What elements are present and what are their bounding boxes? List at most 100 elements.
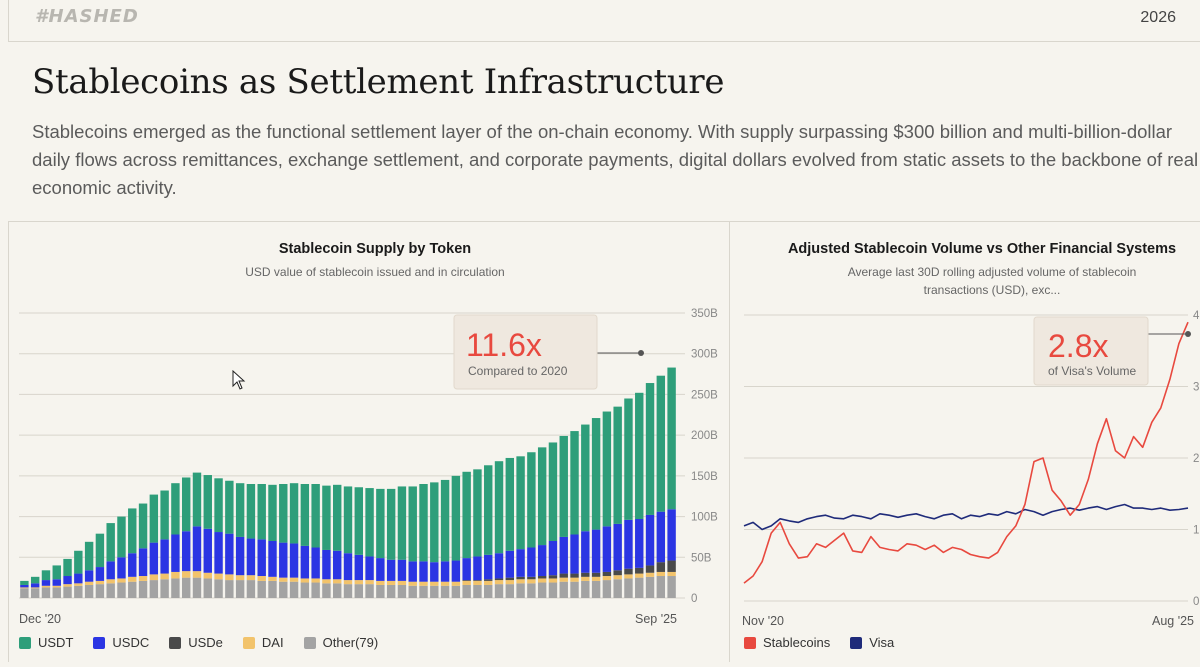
bar-segment-usdt[interactable] — [613, 406, 622, 524]
bar-segment-other[interactable] — [149, 580, 159, 598]
bar-segment-dai[interactable] — [473, 580, 482, 585]
bar-segment-usdc[interactable] — [624, 519, 633, 569]
bar-segment-dai[interactable] — [537, 578, 547, 583]
bar-segment-usdc[interactable] — [516, 549, 525, 577]
bar-segment-dai[interactable] — [516, 579, 525, 584]
bar-segment-other[interactable] — [494, 584, 504, 598]
bar-segment-other[interactable] — [84, 584, 94, 598]
bar-segment-usdt[interactable] — [311, 484, 320, 548]
bar-segment-usdc[interactable] — [117, 557, 126, 579]
bar-segment-other[interactable] — [128, 581, 137, 598]
bar-segment-dai[interactable] — [484, 580, 493, 585]
bar-segment-usdc[interactable] — [645, 514, 655, 566]
bar-segment-usdt[interactable] — [505, 457, 515, 551]
bar-segment-usdc[interactable] — [613, 523, 622, 571]
bar-segment-usdc[interactable] — [160, 539, 169, 574]
bar-segment-usdt[interactable] — [128, 508, 137, 554]
bar-segment-other[interactable] — [235, 580, 245, 598]
bar-segment-other[interactable] — [225, 580, 234, 598]
bar-segment-usdt[interactable] — [451, 475, 461, 561]
bar-segment-other[interactable] — [160, 579, 169, 598]
bar-segment-usdt[interactable] — [246, 484, 256, 539]
bar-segment-dai[interactable] — [20, 587, 29, 589]
bar-segment-usde[interactable] — [570, 573, 579, 578]
bar-segment-other[interactable] — [192, 577, 202, 598]
bar-segment-usdt[interactable] — [462, 471, 471, 559]
bar-segment-usdc[interactable] — [246, 538, 256, 576]
bar-segment-usdt[interactable] — [581, 424, 590, 532]
bar-segment-usdc[interactable] — [257, 539, 266, 577]
bar-segment-usdt[interactable] — [667, 367, 676, 510]
bar-segment-usdt[interactable] — [41, 570, 51, 581]
bar-segment-usdt[interactable] — [397, 486, 407, 560]
bar-segment-usdt[interactable] — [322, 485, 331, 550]
bar-segment-dai[interactable] — [279, 577, 288, 582]
bar-segment-usde[interactable] — [624, 568, 633, 575]
bar-segment-usde[interactable] — [602, 571, 612, 577]
bar-segment-usdt[interactable] — [440, 479, 450, 562]
bar-segment-dai[interactable] — [225, 574, 234, 581]
bar-segment-dai[interactable] — [192, 571, 202, 578]
bar-segment-other[interactable] — [581, 580, 590, 598]
bar-segment-usde[interactable] — [462, 580, 471, 581]
bar-segment-usdt[interactable] — [279, 484, 288, 543]
bar-segment-other[interactable] — [613, 579, 622, 598]
bar-segment-usdc[interactable] — [41, 580, 51, 586]
bar-segment-other[interactable] — [527, 583, 536, 598]
bar-segment-other[interactable] — [570, 581, 579, 598]
bar-segment-other[interactable] — [52, 587, 61, 598]
bar-segment-usdt[interactable] — [63, 558, 72, 577]
bar-segment-usdt[interactable] — [214, 478, 223, 533]
bar-segment-other[interactable] — [451, 585, 461, 598]
bar-segment-other[interactable] — [656, 576, 666, 598]
bar-segment-dai[interactable] — [494, 580, 504, 585]
bar-segment-usdc[interactable] — [322, 549, 331, 580]
bar-segment-usdc[interactable] — [20, 584, 29, 588]
bar-segment-other[interactable] — [289, 581, 299, 598]
bar-segment-dai[interactable] — [354, 580, 363, 585]
bar-segment-usdc[interactable] — [333, 550, 342, 580]
bar-segment-other[interactable] — [181, 577, 191, 598]
bar-segment-usdc[interactable] — [386, 559, 396, 581]
bar-segment-usde[interactable] — [581, 572, 590, 577]
bar-segment-usdc[interactable] — [559, 536, 568, 574]
bar-segment-usdc[interactable] — [311, 547, 320, 579]
bar-segment-usdc[interactable] — [106, 561, 115, 580]
bar-segment-dai[interactable] — [203, 572, 212, 579]
bar-segment-usdc[interactable] — [494, 553, 504, 579]
bar-segment-usde[interactable] — [635, 567, 644, 574]
bar-segment-dai[interactable] — [408, 581, 417, 586]
bar-segment-dai[interactable] — [591, 576, 601, 581]
bar-segment-dai[interactable] — [624, 574, 633, 579]
bar-segment-usdt[interactable] — [386, 488, 396, 560]
bar-segment-usdt[interactable] — [138, 503, 148, 549]
bar-segment-dai[interactable] — [63, 584, 72, 587]
bar-segment-usdc[interactable] — [462, 558, 471, 581]
bar-segment-usdt[interactable] — [289, 483, 299, 544]
bar-segment-other[interactable] — [74, 585, 83, 598]
bar-segment-usdc[interactable] — [343, 553, 353, 581]
bar-segment-other[interactable] — [397, 584, 407, 598]
bar-segment-dai[interactable] — [462, 580, 471, 585]
bar-segment-dai[interactable] — [300, 578, 310, 583]
bar-segment-usdt[interactable] — [365, 488, 374, 557]
bar-segment-dai[interactable] — [419, 581, 428, 586]
bar-segment-other[interactable] — [635, 577, 644, 598]
bar-segment-usdt[interactable] — [181, 477, 191, 532]
bar-segment-usdt[interactable] — [559, 435, 568, 537]
bar-segment-usdc[interactable] — [537, 545, 547, 577]
bar-segment-usde[interactable] — [548, 575, 558, 579]
bar-segment-dai[interactable] — [559, 577, 568, 582]
bar-segment-usdt[interactable] — [376, 488, 385, 559]
bar-segment-usdt[interactable] — [225, 480, 234, 534]
bar-segment-usdc[interactable] — [365, 556, 374, 581]
bar-segment-usdt[interactable] — [333, 484, 342, 551]
bar-segment-usdt[interactable] — [343, 486, 353, 554]
bar-segment-dai[interactable] — [171, 571, 180, 579]
bar-segment-usdt[interactable] — [268, 484, 277, 541]
bar-segment-usdc[interactable] — [203, 528, 212, 573]
bar-segment-dai[interactable] — [635, 573, 644, 578]
bar-segment-dai[interactable] — [656, 571, 666, 577]
bar-segment-dai[interactable] — [74, 583, 83, 586]
bar-segment-usdc[interactable] — [300, 545, 310, 579]
